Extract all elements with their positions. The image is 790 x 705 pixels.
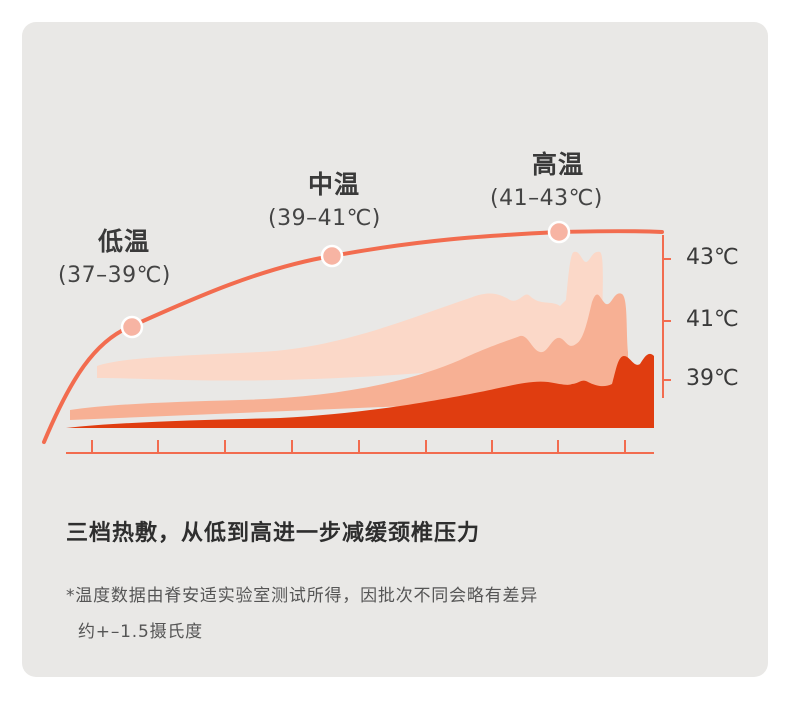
y-tick-label-41: 41℃: [686, 307, 739, 332]
level-low-range: (37–39℃): [58, 263, 171, 288]
footnote-line-2: 约+–1.5摄氏度: [78, 622, 203, 642]
level-mid-range: (39–41℃): [268, 206, 381, 231]
headline: 三档热敷，从低到高进一步减缓颈椎压力: [66, 521, 481, 546]
area-low-level: [66, 353, 654, 428]
y-tick-label-39: 39℃: [686, 366, 739, 391]
level-mid-name: 中温: [308, 170, 361, 199]
marker-high: [547, 220, 571, 244]
footnote: *温度数据由脊安适实验室测试所得，因批次不同会略有差异 约+–1.5摄氏度: [66, 578, 706, 650]
area-mid-level: [70, 293, 628, 420]
marker-mid: [320, 244, 344, 268]
level-low-name: 低温: [98, 227, 151, 256]
area-high-level: [97, 251, 616, 381]
y-tick-label-43: 43℃: [686, 245, 739, 270]
level-high-name: 高温: [532, 150, 585, 179]
footnote-line-1: *温度数据由脊安适实验室测试所得，因批次不同会略有差异: [66, 586, 539, 606]
marker-low: [120, 315, 144, 339]
level-high-range: (41–43℃): [490, 186, 603, 211]
x-axis-ticks: [91, 440, 626, 453]
